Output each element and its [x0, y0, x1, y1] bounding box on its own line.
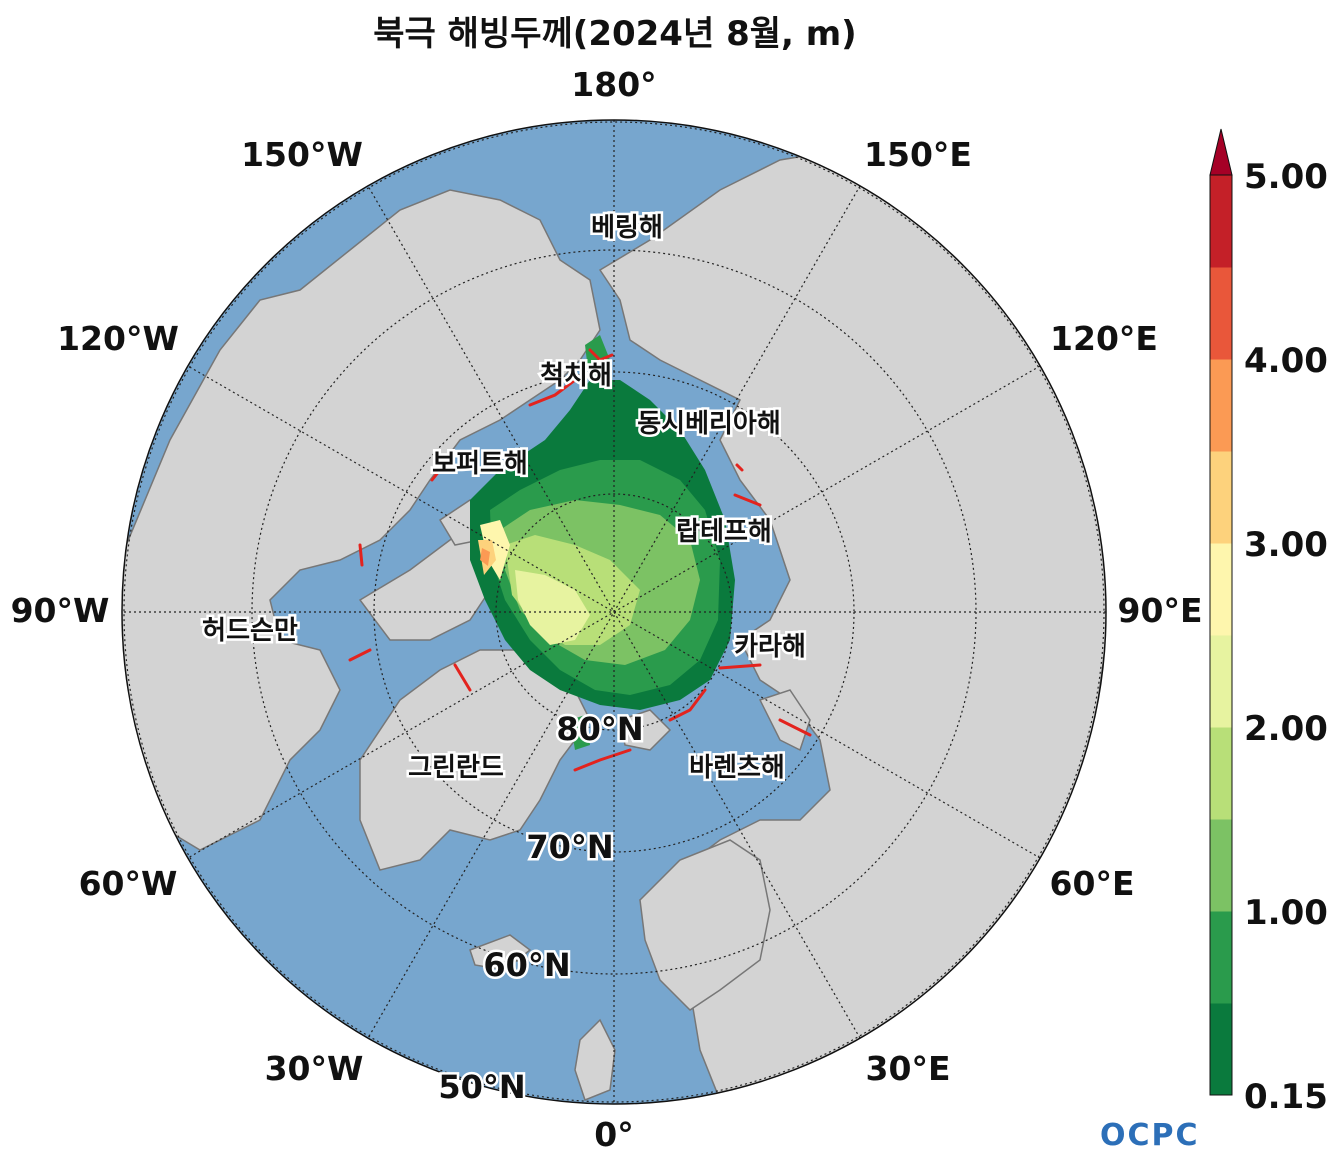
sea-label-chukchi: 척치해: [540, 361, 612, 391]
lon-label-90w: 90°W: [11, 591, 110, 630]
lat-label-60n: 60°N: [483, 946, 570, 984]
land-masses: [122, 149, 1106, 1101]
north-america-land: [122, 189, 601, 851]
colorbar: 5.00 4.00 3.00 2.00 1.00 0.15: [1209, 128, 1328, 1117]
svalbard: [619, 709, 672, 751]
lat-label-80n: 80°N: [556, 710, 643, 748]
sea-label-east-siberian: 동시베리아해: [637, 409, 781, 439]
colorbar-segment: [1210, 451, 1232, 544]
sea-label-bering: 베링해: [591, 213, 663, 243]
lon-label-150w: 150°W: [241, 135, 363, 174]
map-title: 북극 해빙두께(2024년 8월, m): [373, 14, 857, 54]
lon-label-180: 180°: [571, 65, 656, 104]
lon-label-120e: 120°E: [1050, 319, 1158, 358]
lon-label-60e: 60°E: [1050, 864, 1135, 903]
latitude-labels: 80°N 70°N 60°N 50°N: [436, 708, 646, 1109]
colorbar-segment: [1210, 543, 1232, 636]
colorbar-extend-arrow: [1209, 128, 1233, 176]
scandinavia: [639, 839, 771, 1011]
meridian-line: [367, 185, 861, 1039]
colorbar-frame: [1209, 174, 1233, 1096]
colorbar-tick-1-00: 1.00: [1244, 893, 1328, 933]
lon-label-90e: 90°E: [1118, 591, 1203, 630]
lon-label-30w: 30°W: [265, 1049, 364, 1088]
colorbar-segment: [1210, 727, 1232, 820]
sea-label-hudson: 허드슨만: [202, 616, 298, 646]
ocpc-logo: OCPC: [1100, 1118, 1200, 1153]
greenland: [359, 649, 591, 871]
sea-label-barents: 바렌츠해: [689, 753, 785, 783]
colorbar-tick-0-15: 0.15: [1244, 1077, 1328, 1117]
map-boundary: [121, 119, 1107, 1105]
colorbar-segment: [1210, 635, 1232, 728]
iceland: [469, 934, 532, 971]
british-isles: [574, 1018, 616, 1101]
sea-ice-thickness: [470, 335, 735, 750]
colorbar-segments: [1210, 175, 1232, 1096]
novaya-zemlya: [758, 689, 811, 752]
ice-band-svalbard: [570, 715, 590, 750]
colorbar-tick-2-00: 2.00: [1244, 709, 1328, 749]
colorbar-segment: [1210, 1003, 1232, 1096]
colorbar-segment: [1210, 819, 1232, 912]
meridians: [122, 120, 1106, 1104]
colorbar-segment: [1210, 911, 1232, 1004]
lat-label-70n: 70°N: [526, 828, 613, 866]
ice-edge-lines: [348, 348, 812, 772]
sea-label-laptev: 랍테프해: [676, 517, 772, 547]
sea-label-beaufort: 보퍼트해: [432, 449, 528, 479]
longitude-labels: 180° 150°E 120°E 90°E 60°E 30°E 0° 30°W …: [11, 65, 1203, 1154]
colorbar-tick-4-00: 4.00: [1244, 341, 1328, 381]
ice-band-2-5: [480, 520, 510, 580]
colorbar-tick-5-00: 5.00: [1244, 157, 1328, 197]
lon-label-150e: 150°E: [864, 135, 972, 174]
lon-label-30e: 30°E: [866, 1049, 951, 1088]
colorbar-segment: [1210, 175, 1232, 268]
lon-label-120w: 120°W: [57, 319, 179, 358]
colorbar-segment: [1210, 267, 1232, 360]
sea-labels: 베링해 척치해 동시베리아해 보퍼트해 랍테프해 허드슨만 카라해 그린란드 바…: [200, 211, 809, 786]
lon-label-0: 0°: [594, 1115, 633, 1154]
lat-label-50n: 50°N: [438, 1068, 525, 1106]
sea-label-greenland: 그린란드: [408, 753, 504, 783]
colorbar-segment: [1210, 359, 1232, 452]
colorbar-tick-3-00: 3.00: [1244, 525, 1328, 565]
sea-label-kara: 카라해: [734, 632, 806, 662]
ice-band-3-5: [480, 548, 490, 566]
lon-label-60w: 60°W: [79, 864, 178, 903]
ice-band-2-0: [515, 570, 590, 645]
